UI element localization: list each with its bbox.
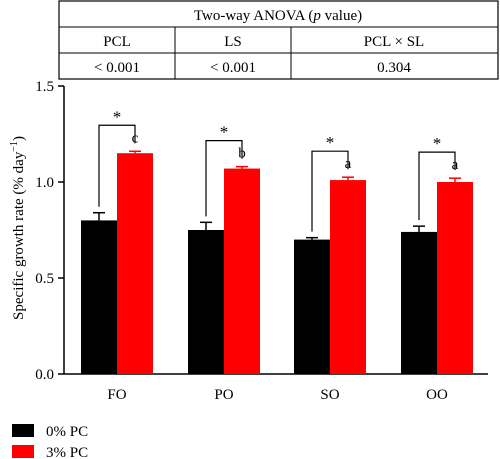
significance-star: * [113,107,122,126]
anova-value-interaction: 0.304 [377,60,411,76]
significance-star: * [220,123,229,142]
x-category-label: OO [426,387,448,403]
legend-swatch-3pc [12,445,34,458]
x-categories: FO PO SO OO [107,387,448,403]
bars [81,150,473,374]
legend-label-3pc: 3% PC [46,445,88,459]
anova-value-ls: < 0.001 [210,60,256,76]
anova-value-pcl: < 0.001 [94,60,140,76]
y-tick-label: 0.5 [35,271,54,287]
y-axis-label: Specific growth rate (% day−1) [9,136,27,320]
y-tick-label: 0.0 [35,367,54,383]
x-category-label: FO [107,387,126,403]
anova-table: Two-way ANOVA (p value) PCL LS PCL × SL … [58,0,499,80]
x-category-label: PO [214,387,233,403]
anova-header-pcl: PCL [103,34,131,50]
y-tick-label: 1.0 [35,175,54,191]
significance-bracket [418,151,456,221]
bar [294,239,330,374]
bar [117,153,153,374]
anova-title: Two-way ANOVA (p value) [194,8,362,24]
bar [224,168,260,374]
x-category-label: SO [320,387,339,403]
anova-table-border [58,0,499,80]
significance-annotations: * c * b * a * a [98,107,459,232]
significance-bracket [311,150,349,232]
legend: 0% PC 3% PC [12,424,88,459]
significance-letter: b [238,146,246,162]
legend-label-0pc: 0% PC [46,424,88,440]
legend-swatch-0pc [12,424,34,437]
bar [188,230,224,374]
anova-header-interaction: PCL × SL [364,34,424,50]
y-ticks: 0.0 0.5 1.0 1.5 [35,79,64,383]
significance-letter: a [452,157,459,173]
bar [81,220,117,374]
y-tick-label: 1.5 [35,79,54,95]
bar [437,182,473,374]
significance-star: * [326,133,335,152]
bar [401,231,437,374]
significance-bracket [205,140,243,217]
significance-star: * [433,134,442,153]
bar [330,180,366,374]
anova-header-ls: LS [224,34,242,50]
significance-letter: c [132,130,139,146]
significance-bracket [98,124,136,207]
significance-letter: a [345,156,352,172]
